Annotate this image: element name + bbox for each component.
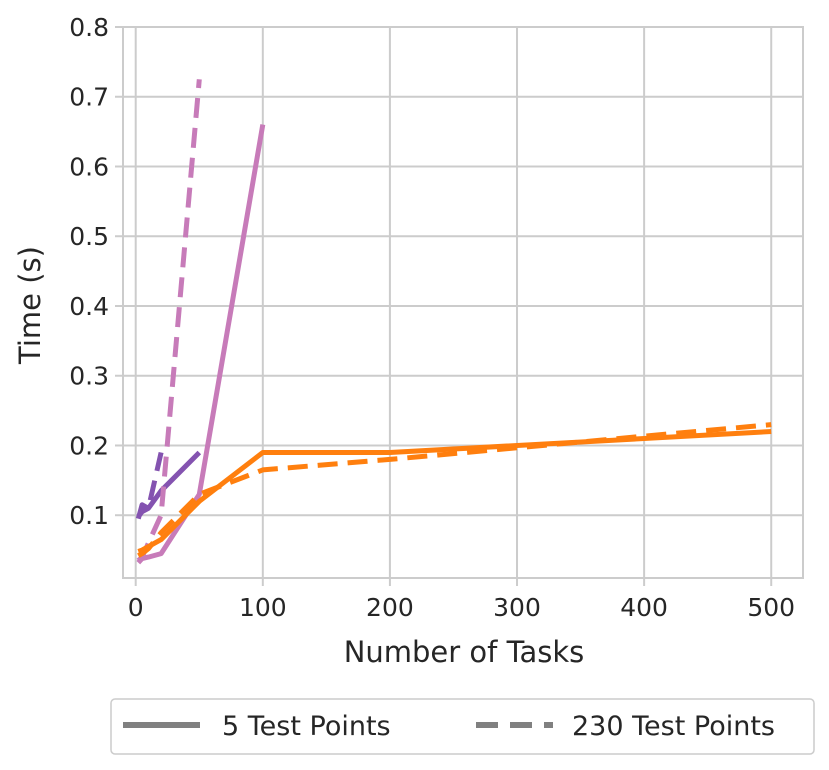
y-tick-label: 0.2: [69, 431, 109, 460]
series-lines: [135, 79, 772, 565]
legend: 5 Test Points 230 Test Points: [110, 698, 815, 755]
x-tick-label: 400: [620, 593, 668, 622]
series-line-5-solid: [137, 429, 772, 554]
legend-label-5-test-points: 5 Test Points: [222, 711, 391, 742]
x-tick-label: 500: [747, 593, 795, 622]
grid: [123, 26, 803, 578]
x-axis-title: Number of Tasks: [344, 635, 585, 669]
x-tick-label: 0: [128, 593, 144, 622]
legend-box: [110, 698, 815, 755]
y-tick-label: 0.1: [69, 501, 109, 530]
y-axis-title: Time (s): [13, 246, 47, 365]
x-tick-label: 300: [493, 593, 541, 622]
y-tick-label: 0.7: [69, 83, 109, 112]
plot-frame: [122, 26, 804, 579]
x-tick-label: 200: [366, 593, 414, 622]
series-line-4-dashed: [136, 79, 202, 563]
series-line-2-dashed: [135, 451, 164, 520]
x-tick-label: 100: [239, 593, 287, 622]
y-tick-label: 0.6: [69, 152, 109, 181]
tick-labels: 0 100 200 300 400 500 0.1 0.2 0.3 0.4 0.5 0.6 0.7 0.8: [69, 13, 795, 622]
legend-label-230-test-points: 230 Test Points: [572, 711, 775, 742]
y-tick-label: 0.8: [69, 13, 109, 42]
series-line-6-dashed: [137, 422, 772, 558]
y-tick-label: 0.5: [69, 222, 109, 251]
y-tick-label: 0.3: [69, 362, 109, 391]
y-tick-label: 0.4: [69, 292, 109, 321]
